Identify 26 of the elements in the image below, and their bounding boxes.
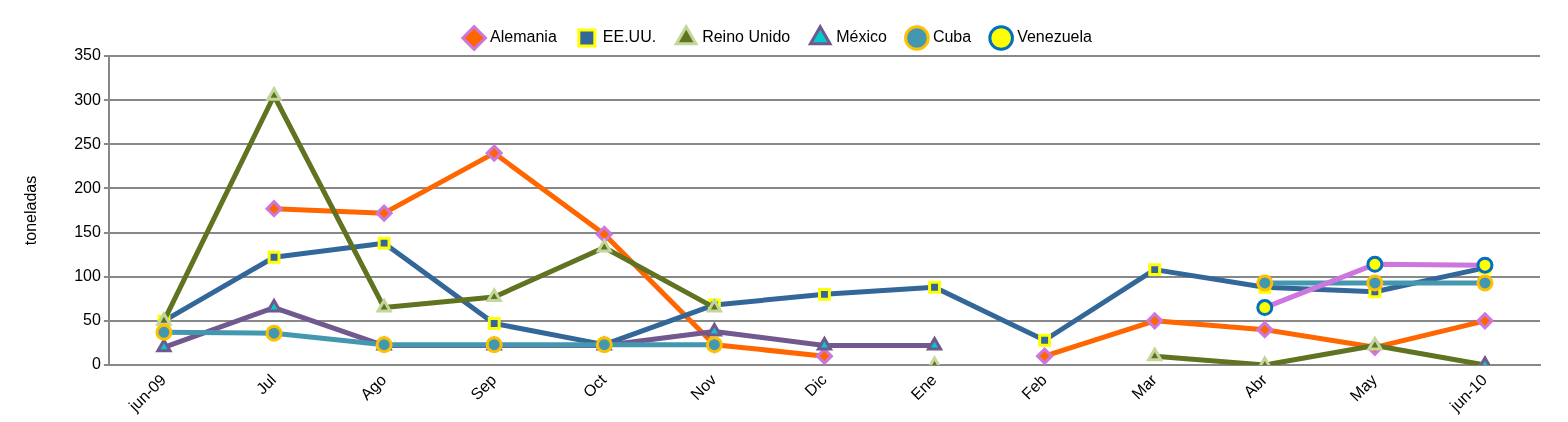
y-axis-title: toneladas — [22, 175, 40, 246]
y-tick-label: 0 — [91, 355, 101, 373]
legend-label: Reino Unido — [702, 28, 791, 46]
x-tick-label: Oct — [579, 370, 610, 401]
y-tick-label: 100 — [74, 267, 101, 285]
y-tick-label: 200 — [74, 178, 101, 196]
x-tick-label: May — [1346, 370, 1381, 405]
y-tick-label: 150 — [74, 222, 101, 240]
x-tick-label: Sep — [467, 370, 500, 404]
x-tick-label: Dic — [801, 370, 830, 400]
x-tick-label: Abr — [1240, 370, 1271, 401]
legend-label: Cuba — [932, 28, 972, 46]
legend-label: Alemania — [490, 28, 557, 46]
x-tick-label: Feb — [1018, 370, 1050, 403]
x-tick-label: Mar — [1128, 370, 1161, 403]
legend-label: México — [836, 28, 887, 46]
y-tick-label: 250 — [74, 134, 101, 152]
x-tick-label: Ago — [357, 370, 390, 404]
x-tick-label: Ene — [907, 370, 940, 404]
x-tick-label: Nov — [687, 370, 720, 404]
y-tick-label: 300 — [74, 90, 101, 108]
legend-label: Venezuela — [1017, 28, 1092, 46]
x-tick-label: Jul — [252, 370, 280, 398]
legend-label: EE.UU. — [602, 28, 657, 46]
y-tick-label: 50 — [83, 311, 101, 329]
y-tick-label: 350 — [74, 46, 101, 64]
